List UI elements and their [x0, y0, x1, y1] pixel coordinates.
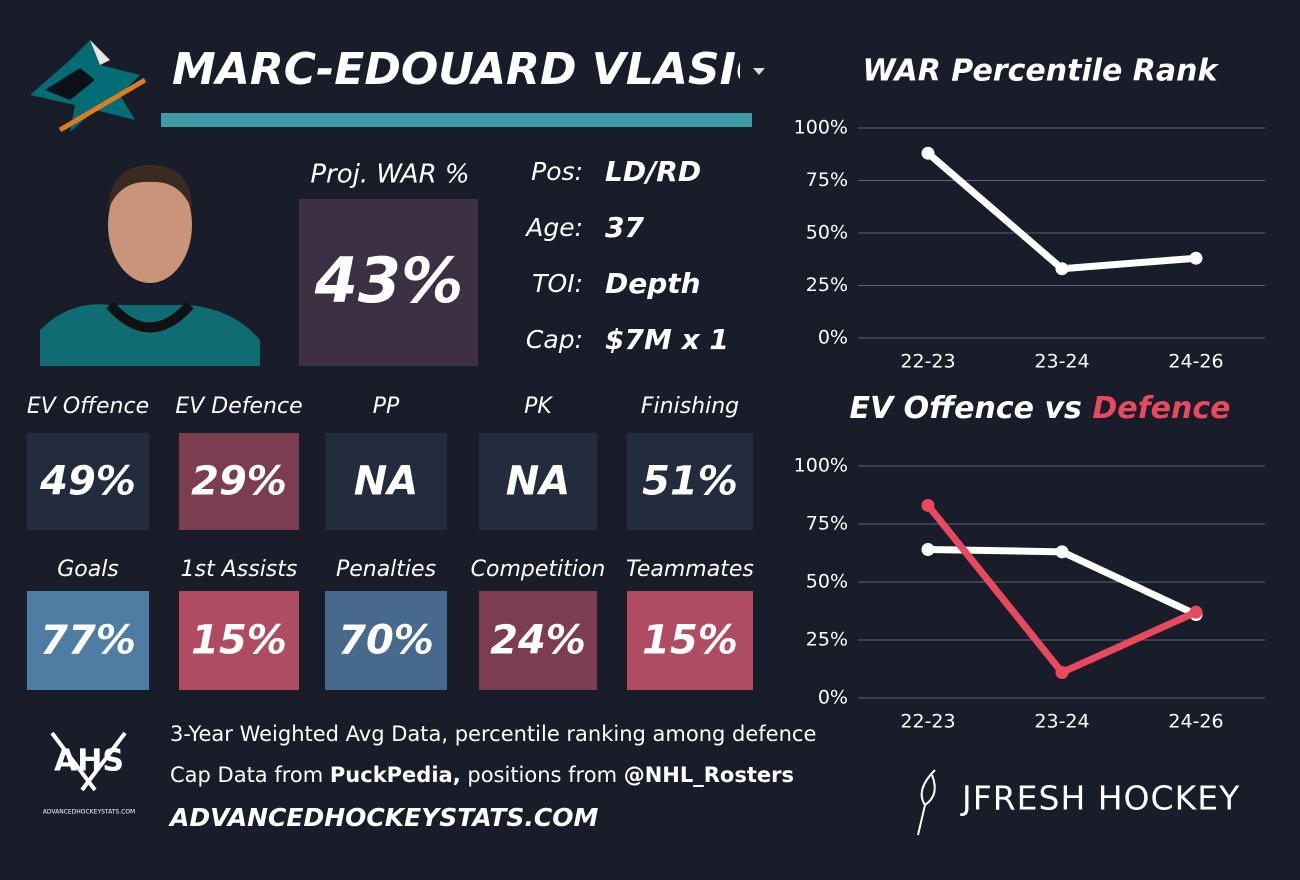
stat-label: Teammates	[626, 557, 754, 582]
stat-label: Goals	[57, 557, 119, 582]
player-name: MARC-EDOUARD VLASIC	[172, 44, 768, 95]
stat-box	[479, 433, 597, 530]
info-label: TOI:	[532, 269, 583, 298]
footnote: Cap Data from PuckPedia, positions from …	[170, 763, 794, 787]
x-tick-label: 23-24	[1034, 351, 1089, 373]
stat-box	[27, 433, 149, 530]
x-tick-label: 24-26	[1168, 351, 1223, 373]
stat-value: 29%	[191, 459, 287, 505]
y-tick-label: 75%	[806, 513, 848, 535]
title-part: Defence	[1092, 391, 1230, 426]
y-tick-label: 100%	[794, 455, 848, 477]
dropdown-arrow[interactable]	[753, 68, 765, 75]
site-url[interactable]: ADVANCEDHOCKEYSTATS.COM	[168, 803, 599, 832]
stat-label: PP	[373, 394, 400, 419]
proj-box	[299, 199, 478, 366]
stat-value: 51%	[642, 459, 738, 505]
y-tick-label: 50%	[806, 222, 848, 244]
footnote-part: PuckPedia,	[330, 763, 461, 787]
stat-box	[179, 433, 299, 530]
y-tick-label: 0%	[818, 687, 848, 709]
ahs-logo: AHS ADVANCEDHOCKEYSTATS.COM	[43, 731, 135, 816]
ahs-logo-text: AHS	[54, 744, 124, 779]
stat-box	[627, 591, 753, 690]
point	[921, 146, 935, 160]
y-tick-label: 25%	[806, 629, 848, 651]
name-underline	[161, 113, 752, 127]
stat-value: 70%	[338, 618, 434, 664]
x-tick-label: 24-26	[1168, 711, 1223, 733]
info-label: Age:	[524, 213, 583, 242]
stat-value: NA	[354, 459, 418, 505]
stat-box	[27, 591, 149, 690]
info-label: Cap:	[526, 325, 583, 354]
y-tick-label: 75%	[806, 169, 848, 191]
stat-value: NA	[506, 459, 570, 505]
title-part: vs	[1044, 391, 1081, 426]
ahs-logo-sub: ADVANCEDHOCKEYSTATS.COM	[43, 809, 135, 816]
point	[921, 498, 935, 512]
point	[1189, 605, 1203, 619]
stat-box	[479, 591, 597, 690]
stat-box	[179, 591, 299, 690]
info-value: 37	[605, 211, 644, 244]
stat-value: 77%	[40, 618, 136, 664]
info-value: $7M x 1	[605, 323, 729, 356]
info-value: LD/RD	[605, 155, 701, 188]
player-photo	[40, 160, 260, 366]
stat-label: 1st Assists	[181, 557, 298, 582]
proj-value: 43%	[314, 244, 463, 317]
y-tick-label: 25%	[806, 274, 848, 296]
stat-value: 15%	[191, 618, 287, 664]
x-tick-label: 22-23	[900, 711, 955, 733]
point	[1055, 665, 1069, 679]
chart-title: EV Offence vs Defence	[850, 391, 1231, 426]
point	[1189, 251, 1203, 265]
stat-label: EV Offence	[27, 394, 149, 419]
stat-label: PK	[524, 394, 553, 419]
y-tick-label: 0%	[818, 327, 848, 349]
y-tick-label: 50%	[806, 571, 848, 593]
x-tick-label: 23-24	[1034, 711, 1089, 733]
info-value: Depth	[605, 267, 701, 300]
stat-label: EV Defence	[175, 394, 302, 419]
y-tick-label: 100%	[794, 117, 848, 139]
team-logo	[30, 40, 147, 133]
point	[1055, 262, 1069, 276]
stat-box	[627, 433, 753, 530]
info-label: Pos:	[531, 157, 583, 186]
stat-value: 49%	[39, 459, 136, 505]
point	[1055, 545, 1069, 559]
footnote-part: @NHL_Rosters	[624, 763, 794, 787]
stat-value: 24%	[490, 618, 586, 664]
stat-label: Competition	[471, 557, 606, 582]
stat-label: Penalties	[336, 557, 436, 582]
x-tick-label: 22-23	[900, 351, 955, 373]
title-part: EV Offence	[850, 391, 1034, 426]
footnote: 3-Year Weighted Avg Data, percentile ran…	[170, 722, 816, 746]
stat-value: 15%	[642, 618, 738, 664]
footnote-part: positions from	[461, 763, 624, 787]
stat-box	[325, 591, 447, 690]
proj-label: Proj. WAR %	[310, 160, 469, 190]
brand-logo	[917, 769, 936, 836]
footnote-part: Cap Data from	[170, 763, 330, 787]
stat-label: Finishing	[641, 394, 739, 419]
brand: JFRESH HOCKEY	[960, 779, 1240, 818]
stat-box	[325, 433, 447, 530]
chart-title: WAR Percentile Rank	[863, 54, 1220, 89]
point	[921, 543, 935, 557]
